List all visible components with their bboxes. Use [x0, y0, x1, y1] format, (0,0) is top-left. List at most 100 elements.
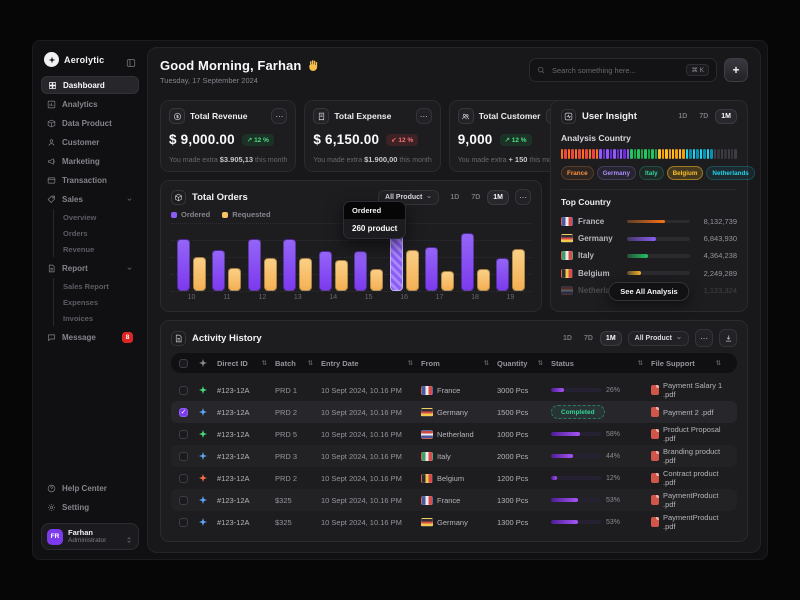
- stat-more-button[interactable]: ⋯: [271, 108, 288, 124]
- sidebar-subitem-revenue[interactable]: Revenue: [63, 244, 95, 254]
- column-header-direct-id[interactable]: Direct ID ⇅: [217, 359, 275, 368]
- column-header-file-support[interactable]: File Support ⇅: [651, 359, 729, 368]
- row-checkbox[interactable]: ✓: [179, 407, 188, 417]
- segment-other: [734, 149, 737, 159]
- sidebar-subitem-overview[interactable]: Overview: [63, 212, 97, 222]
- sidebar-subitem-invoices[interactable]: Invoices: [63, 313, 94, 323]
- row-checkbox[interactable]: [179, 451, 188, 461]
- cell-file-support[interactable]: PaymentProduct .pdf: [651, 491, 729, 509]
- table-row[interactable]: ✓ #123-12A PRD 2 10 Sept 2024, 10.16 PM Germ…: [171, 401, 737, 423]
- ordered-bar-13[interactable]: [283, 238, 297, 291]
- sidebar-collapse-icon[interactable]: [126, 55, 136, 65]
- insight-range-1d[interactable]: 1D: [678, 113, 688, 120]
- stat-more-button[interactable]: ⋯: [415, 108, 432, 124]
- country-pill-belgium[interactable]: Belgium: [666, 166, 704, 180]
- sidebar-item-marketing[interactable]: Marketing: [41, 152, 139, 170]
- sidebar-item-sales[interactable]: Sales: [41, 190, 139, 208]
- sidebar-subitem-orders[interactable]: Orders: [63, 228, 88, 238]
- cell-file-support[interactable]: Payment Salary 1 .pdf: [651, 381, 729, 399]
- sidebar-item-report[interactable]: Report: [41, 259, 139, 277]
- activity-product-filter[interactable]: All Product: [627, 330, 689, 346]
- table-row[interactable]: #123-12A PRD 1 10 Sept 2024, 10.16 PM Franc…: [171, 379, 737, 401]
- ordered-bar-17[interactable]: [425, 247, 439, 291]
- insight-range-7d[interactable]: 7D: [699, 113, 709, 120]
- ordered-bar-10[interactable]: [177, 239, 190, 291]
- cell-from: Italy: [421, 451, 497, 461]
- select-all-checkbox[interactable]: [179, 358, 188, 368]
- requested-bar-19[interactable]: [511, 248, 525, 291]
- country-pill-netherlands[interactable]: Netherlands: [706, 166, 755, 180]
- table-row[interactable]: #123-12A PRD 3 10 Sept 2024, 10.16 PM Italy…: [171, 445, 737, 467]
- segment-belgium: [665, 149, 668, 159]
- insight-range-1m[interactable]: 1M: [715, 109, 737, 124]
- activity-range-7d[interactable]: 7D: [583, 334, 593, 342]
- chevron-down-icon: [126, 265, 133, 272]
- user-card[interactable]: FR Farhan Administrator: [41, 523, 139, 550]
- column-header-batch[interactable]: Batch ⇅: [275, 359, 321, 368]
- country-pill-germany[interactable]: Germany: [596, 166, 636, 180]
- orders-range-7d[interactable]: 7D: [471, 193, 481, 201]
- requested-bar-13[interactable]: [299, 258, 313, 291]
- ordered-bar-11[interactable]: [212, 250, 226, 291]
- sort-icon: ⇅: [483, 360, 489, 367]
- row-checkbox[interactable]: [179, 385, 188, 395]
- column-header-status[interactable]: Status ⇅: [551, 359, 651, 368]
- orders-more-button[interactable]: ⋯: [515, 189, 531, 205]
- ordered-bar-15[interactable]: [354, 250, 368, 291]
- sidebar-item-transaction[interactable]: Transaction: [41, 171, 139, 189]
- requested-bar-14[interactable]: [334, 260, 348, 291]
- orders-range-1m[interactable]: 1M: [487, 189, 509, 205]
- requested-bar-10[interactable]: [193, 257, 206, 291]
- ordered-bar-14[interactable]: [318, 250, 332, 291]
- requested-bar-18[interactable]: [476, 268, 490, 291]
- download-button[interactable]: [719, 329, 737, 347]
- search-input[interactable]: [550, 64, 682, 76]
- activity-range-1m[interactable]: 1M: [599, 330, 622, 346]
- sidebar-subitem-expenses[interactable]: Expenses: [63, 297, 99, 307]
- sidebar-item-help-center[interactable]: Help Center: [41, 479, 139, 497]
- activity-more-button[interactable]: ⋯: [695, 329, 713, 347]
- ordered-bar-18[interactable]: [460, 232, 474, 291]
- cell-file-support[interactable]: PaymentProduct .pdf: [651, 513, 729, 531]
- sidebar-item-dashboard[interactable]: Dashboard: [41, 76, 139, 94]
- add-button[interactable]: +: [724, 58, 748, 82]
- segment-netherlands: [703, 149, 706, 159]
- requested-bar-15[interactable]: [370, 269, 384, 291]
- country-pill-france[interactable]: France: [561, 166, 594, 180]
- table-row[interactable]: #123-12A PRD 2 10 Sept 2024, 10.16 PM Belgi…: [171, 467, 737, 489]
- sidebar-item-message[interactable]: Message 8: [41, 328, 139, 346]
- row-checkbox[interactable]: [179, 473, 188, 483]
- search-bar[interactable]: ⌘ K: [529, 58, 717, 82]
- table-row[interactable]: #123-12A $325 10 Sept 2024, 10.16 PM German…: [171, 511, 737, 533]
- cell-file-support[interactable]: Branding product .pdf: [651, 447, 729, 465]
- column-header-entry-date[interactable]: Entry Date ⇅: [321, 359, 421, 368]
- sidebar-item-analytics[interactable]: Analytics: [41, 95, 139, 113]
- row-checkbox[interactable]: [179, 429, 188, 439]
- cell-from: Belgium: [421, 473, 497, 483]
- column-header-from[interactable]: From ⇅: [421, 359, 497, 368]
- orders-range-1d[interactable]: 1D: [450, 193, 460, 201]
- ordered-bar-19[interactable]: [495, 258, 509, 291]
- cell-file-support[interactable]: Product Proposal .pdf: [651, 425, 729, 443]
- requested-bar-16[interactable]: [405, 250, 419, 291]
- requested-bar-17[interactable]: [441, 270, 455, 291]
- orders-product-filter[interactable]: All Product: [378, 189, 440, 205]
- row-checkbox[interactable]: [179, 495, 188, 505]
- country-pill-italy[interactable]: Italy: [638, 166, 664, 180]
- cell-file-support[interactable]: Payment 2 .pdf: [651, 407, 729, 417]
- sidebar-item-customer[interactable]: Customer: [41, 133, 139, 151]
- column-header-quantity[interactable]: Quantity ⇅: [497, 359, 551, 368]
- sidebar-subitem-sales-report[interactable]: Sales Report: [63, 281, 109, 291]
- chart-group-16: 16: [389, 223, 419, 303]
- requested-bar-12[interactable]: [263, 257, 277, 291]
- sidebar-item-setting[interactable]: Setting: [41, 498, 139, 516]
- sidebar-item-data-product[interactable]: Data Product: [41, 114, 139, 132]
- requested-bar-11[interactable]: [228, 267, 242, 291]
- row-checkbox[interactable]: [179, 517, 188, 527]
- see-all-analysis-button[interactable]: See All Analysis: [608, 282, 690, 301]
- activity-range-1d[interactable]: 1D: [563, 334, 572, 342]
- table-row[interactable]: #123-12A PRD 5 10 Sept 2024, 10.16 PM Nethe…: [171, 423, 737, 445]
- table-row[interactable]: #123-12A $325 10 Sept 2024, 10.16 PM France…: [171, 489, 737, 511]
- ordered-bar-12[interactable]: [247, 238, 261, 291]
- cell-file-support[interactable]: Contract product .pdf: [651, 469, 729, 487]
